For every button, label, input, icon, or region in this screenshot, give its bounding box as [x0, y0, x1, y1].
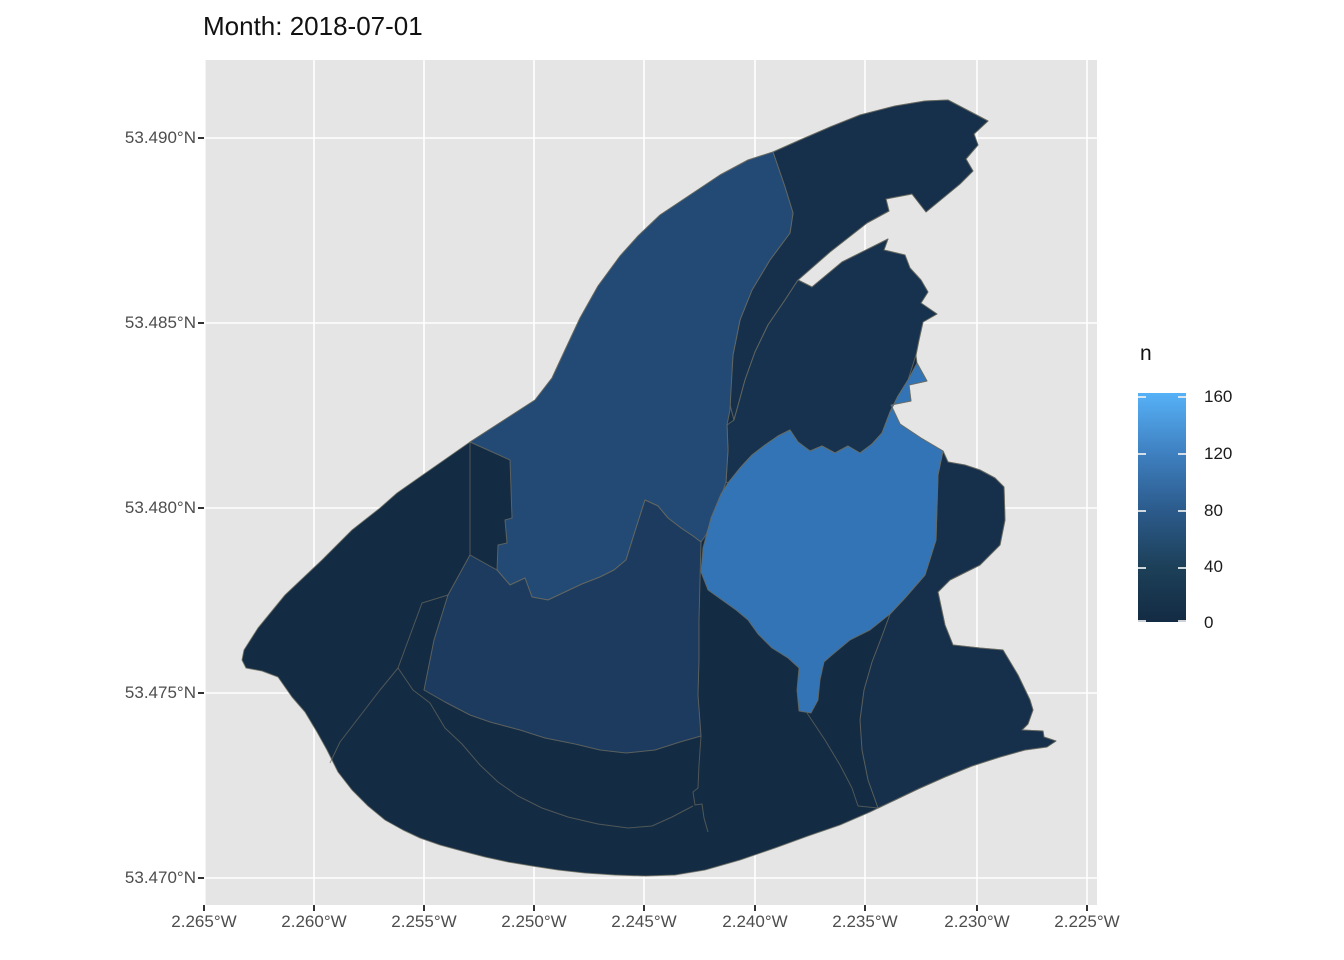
x-axis-label: 2.240°W [722, 912, 788, 931]
legend-tick-mark [1138, 567, 1146, 569]
region-town-centre [700, 362, 944, 714]
legend-label: 80 [1204, 501, 1223, 520]
legend-tick-mark [1138, 396, 1146, 398]
legend-label: 120 [1204, 444, 1233, 463]
x-tick-mark [203, 905, 205, 911]
legend-label: 160 [1204, 387, 1233, 406]
y-tick-mark [198, 692, 204, 694]
y-axis-label: 53.485°N [124, 313, 196, 332]
legend-tick-mark [1178, 620, 1186, 622]
y-tick-mark [198, 877, 204, 879]
y-axis-label: 53.480°N [124, 498, 196, 517]
x-tick-mark [313, 905, 315, 911]
x-tick-mark [1086, 905, 1088, 911]
y-axis-label: 53.470°N [124, 868, 196, 887]
x-axis-label: 2.250°W [501, 912, 567, 931]
y-tick-mark [198, 507, 204, 509]
x-axis-label: 2.265°W [171, 912, 237, 931]
plot-panel [204, 60, 1097, 905]
region-east-district [859, 450, 1057, 809]
x-tick-mark [754, 905, 756, 911]
legend-label: 40 [1204, 557, 1223, 576]
x-axis-label: 2.245°W [611, 912, 677, 931]
legend-tick-mark [1178, 510, 1186, 512]
legend-tick-mark [1138, 620, 1146, 622]
legend-tick-mark [1178, 567, 1186, 569]
x-tick-mark [423, 905, 425, 911]
legend: n 160 120 80 40 0 [1138, 342, 1308, 642]
x-axis-label: 2.255°W [391, 912, 457, 931]
x-axis-label: 2.260°W [281, 912, 347, 931]
x-axis-label: 2.225°W [1054, 912, 1120, 931]
y-tick-mark [198, 322, 204, 324]
legend-tick-mark [1138, 510, 1146, 512]
y-tick-mark [198, 137, 204, 139]
legend-colorbar [1138, 393, 1186, 622]
x-tick-mark [533, 905, 535, 911]
x-axis-label: 2.230°W [944, 912, 1010, 931]
legend-tick-mark [1178, 453, 1186, 455]
x-tick-mark [864, 905, 866, 911]
map-canvas [204, 60, 1097, 905]
plot-title: Month: 2018-07-01 [203, 11, 423, 41]
x-axis-label: 2.235°W [832, 912, 898, 931]
region-south-of-centre [423, 499, 702, 754]
y-axis-label: 53.475°N [124, 683, 196, 702]
interior-borders [329, 442, 879, 833]
x-tick-mark [976, 905, 978, 911]
x-tick-mark [643, 905, 645, 911]
legend-tick-mark [1138, 453, 1146, 455]
legend-tick-mark [1178, 396, 1186, 398]
legend-label: 0 [1204, 613, 1214, 632]
y-axis-label: 53.490°N [124, 128, 196, 147]
legend-title: n [1140, 342, 1152, 365]
